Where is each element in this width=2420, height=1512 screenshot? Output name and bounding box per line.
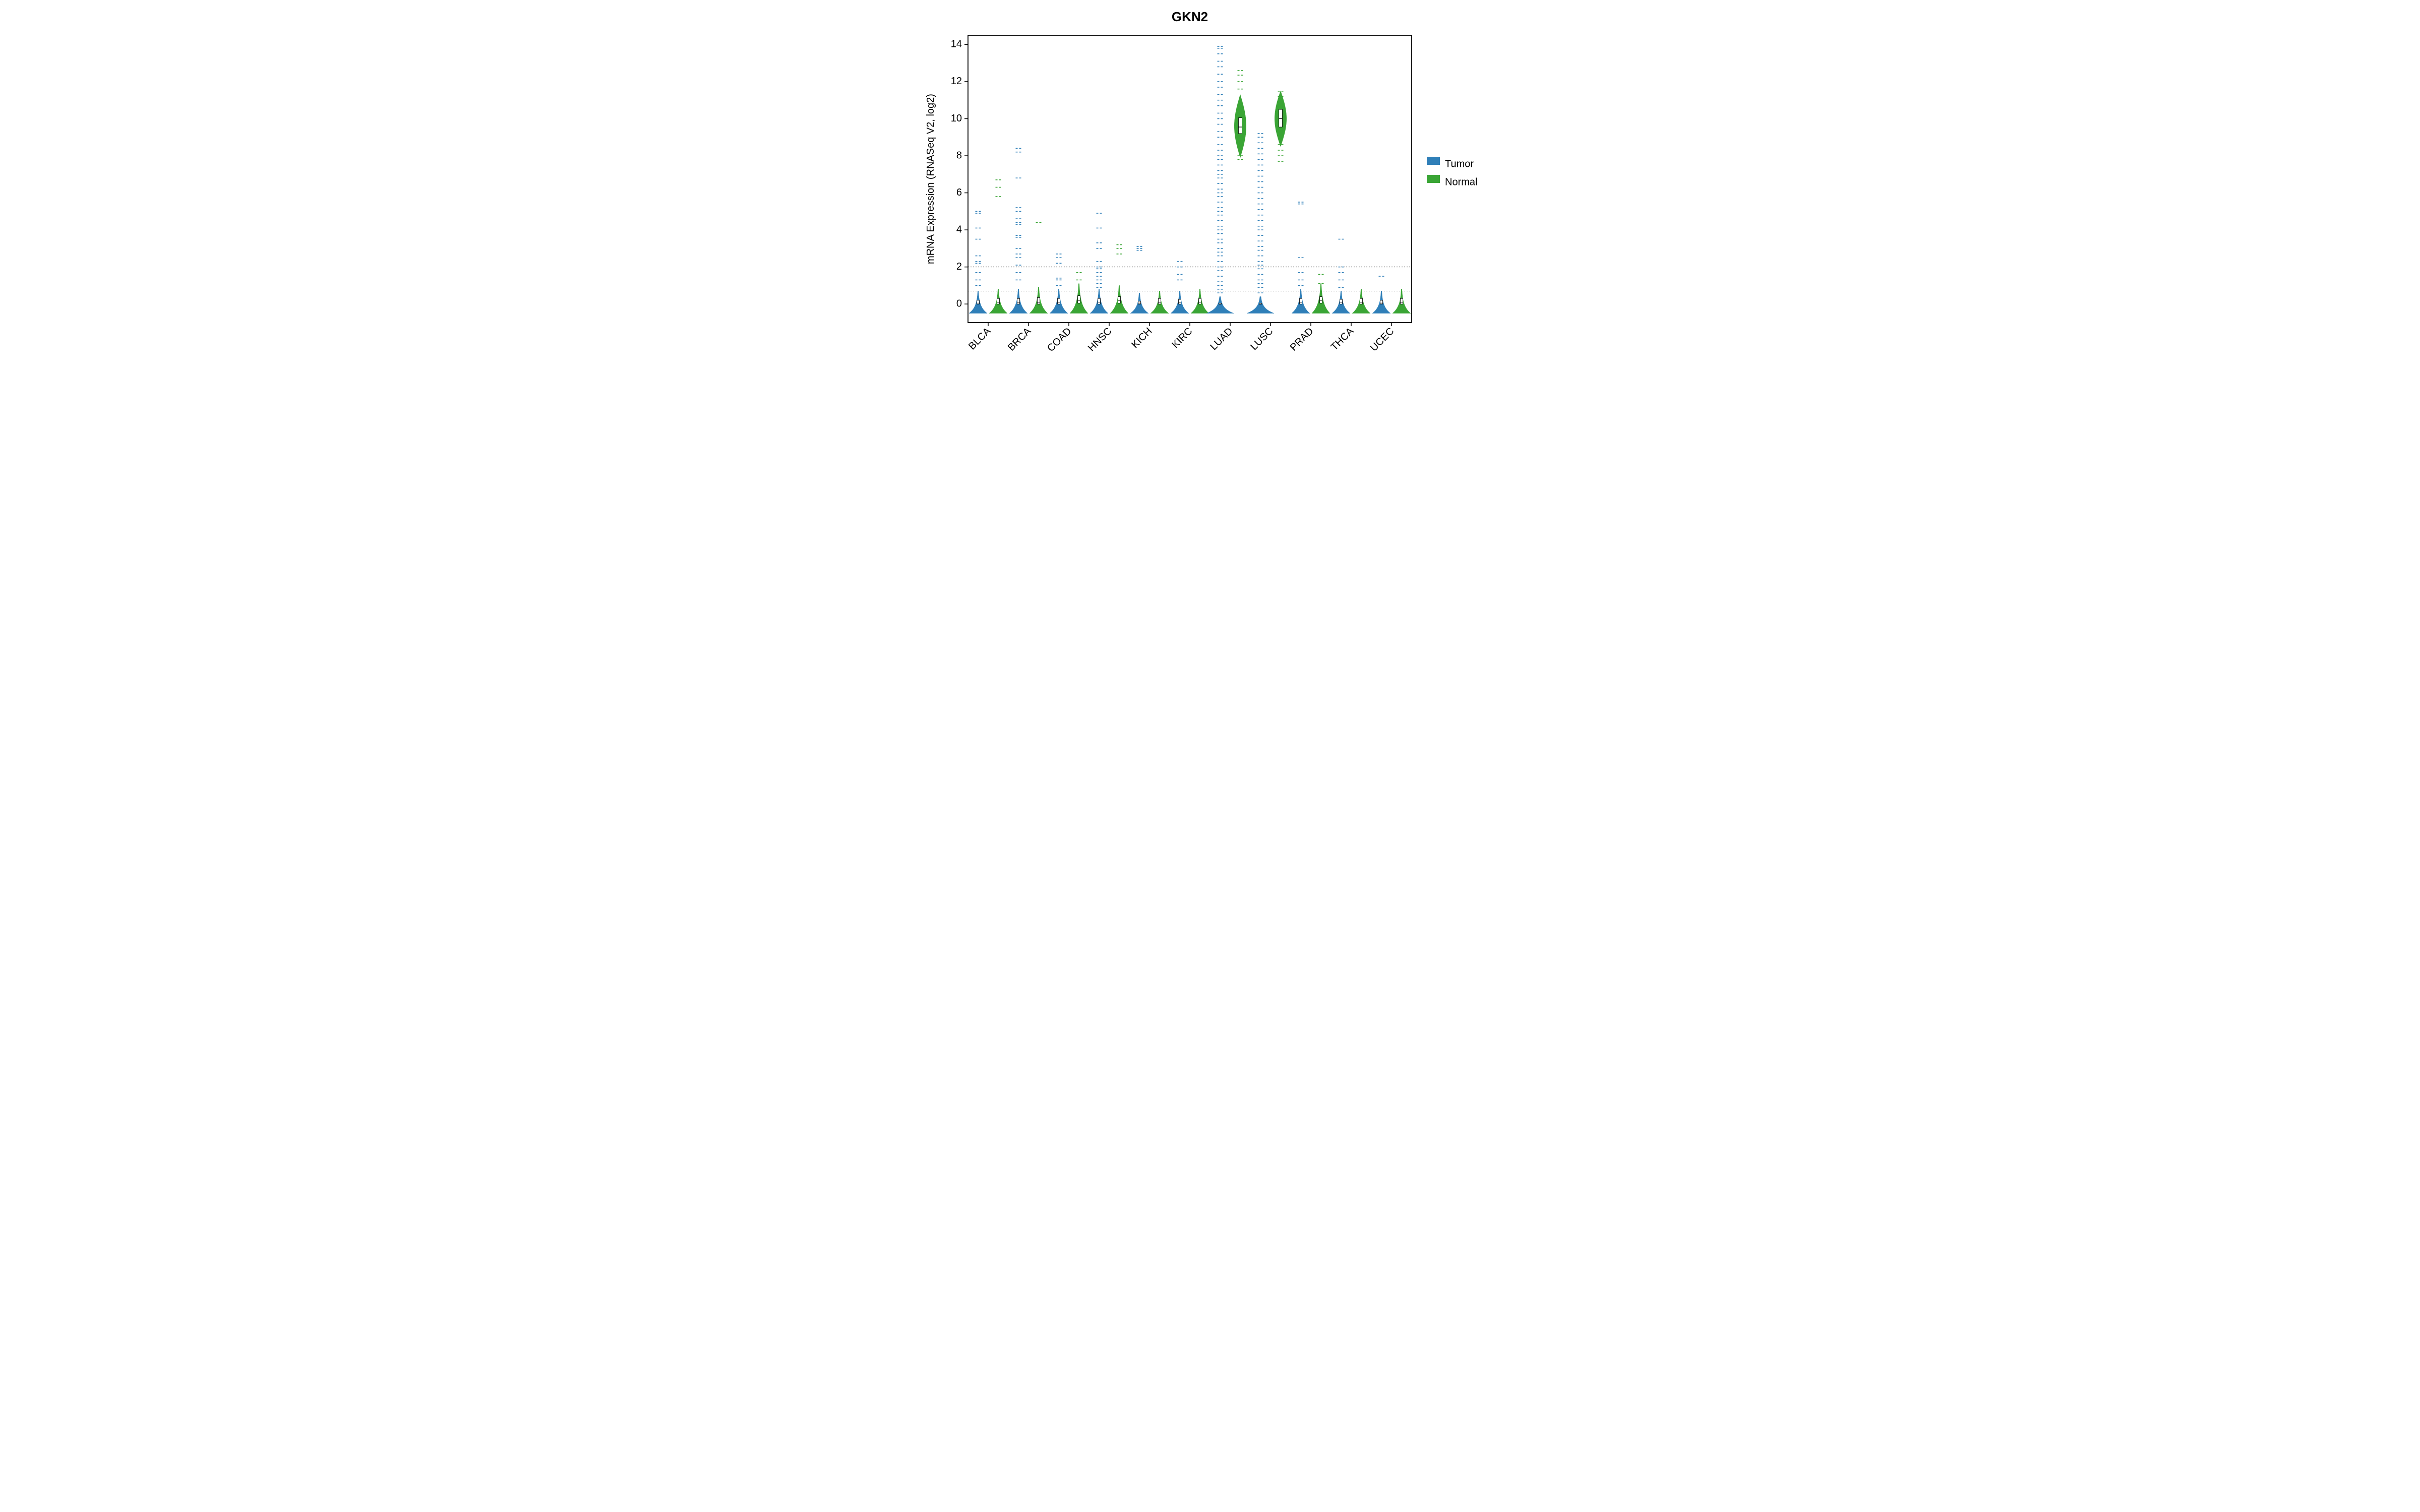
boxplot-box [1179,299,1181,304]
boxplot-box [1199,298,1201,304]
boxplot-box [1078,296,1080,303]
boxplot-box [1038,297,1040,304]
y-tick-label: 10 [951,113,962,124]
y-axis-label: mRNA Expression (RNASeq V2, log2) [925,94,936,264]
boxplot-box [1017,298,1020,304]
boxplot-box [997,298,1000,304]
chart-container: 0 2 4 6 8 10 12 14 mRNA Expression (RNASeq V2, l… [908,0,1512,378]
boxplot-box [1340,299,1343,304]
legend-label-tumor: Tumor [1445,158,1474,169]
boxplot-box [1320,297,1322,303]
y-tick-label: 12 [951,76,962,87]
boxplot-box [977,300,980,304]
boxplot-box [1279,109,1283,127]
boxplot-box [1138,301,1141,304]
boxplot-box [1401,298,1403,304]
y-tick-label: 4 [956,224,962,235]
boxplot-box [1360,298,1363,304]
y-tick-label: 0 [956,298,962,309]
violin-plot: 0 2 4 6 8 10 12 14 mRNA Expression (RNASeq V2, l… [908,0,1512,378]
boxplot-box [1300,298,1302,304]
boxplot-box [1058,298,1060,304]
y-tick-label: 2 [956,261,962,272]
chart-title: GKN2 [1172,9,1208,24]
legend-label-normal: Normal [1445,176,1477,187]
y-tick-label: 14 [951,39,962,50]
y-tick-label: 6 [956,187,962,198]
boxplot-box [1380,300,1383,304]
boxplot-box [1239,118,1242,134]
boxplot-box [1159,298,1161,304]
boxplot-box [1098,298,1101,304]
legend-swatch-tumor [1427,157,1440,165]
boxplot-box [1118,297,1121,303]
legend-swatch-normal [1427,175,1440,183]
y-tick-label: 8 [956,150,962,161]
